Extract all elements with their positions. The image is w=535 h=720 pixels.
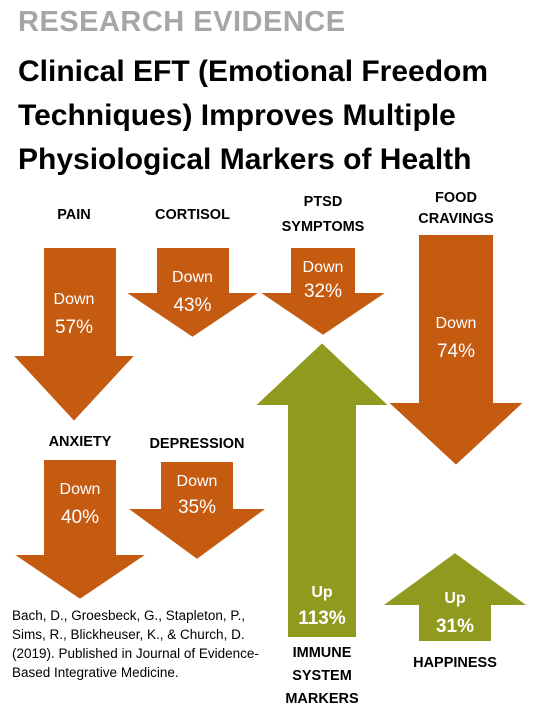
up-arrow-icon-happiness xyxy=(377,550,533,643)
change-direction-immune: Up xyxy=(311,584,333,601)
marker-depression: Down 35% DEPRESSION xyxy=(122,436,272,562)
title-line-1: Clinical EFT (Emotional Freedom xyxy=(18,55,489,88)
down-arrow-icon-food xyxy=(384,233,528,468)
marker-label-immune-line-3: MARKERS xyxy=(285,691,359,707)
marker-pain: Down 57% PAIN xyxy=(9,207,139,424)
change-percent-cortisol: 43% xyxy=(173,295,211,316)
change-percent-ptsd: 32% xyxy=(304,281,342,302)
title-line-2: Techniques) Improves Multiple xyxy=(18,99,456,132)
change-percent-food: 74% xyxy=(437,341,475,362)
down-arrow-icon-anxiety xyxy=(8,458,152,602)
marker-label-ptsd-line-2: SYMPTOMS xyxy=(282,219,365,235)
change-direction-depression: Down xyxy=(177,473,218,490)
down-arrow-icon-ptsd xyxy=(254,246,392,338)
up-arrow-icon-immune xyxy=(251,340,393,639)
change-percent-immune: 113% xyxy=(298,608,346,629)
change-direction-cortisol: Down xyxy=(172,269,213,286)
marker-label-anxiety: ANXIETY xyxy=(49,434,112,450)
marker-label-depression: DEPRESSION xyxy=(149,436,244,452)
marker-cortisol: Down 43% CORTISOL xyxy=(120,207,265,340)
marker-label-ptsd-line-1: PTSD xyxy=(304,194,343,210)
marker-food: Down 74% FOOD CRAVINGS xyxy=(384,190,528,468)
marker-label-happiness: HAPPINESS xyxy=(413,655,497,671)
marker-happiness: Up 31% HAPPINESS xyxy=(377,550,533,671)
marker-label-immune-line-2: SYSTEM xyxy=(292,668,352,684)
change-percent-depression: 35% xyxy=(178,497,216,518)
change-percent-happiness: 31% xyxy=(436,616,474,637)
change-direction-pain: Down xyxy=(54,291,95,308)
marker-label-food-line-1: FOOD xyxy=(435,190,477,206)
citation-text: Bach, D., Groesbeck, G., Stapleton, P., … xyxy=(12,608,259,680)
change-direction-ptsd: Down xyxy=(303,259,344,276)
change-direction-food: Down xyxy=(436,315,477,332)
marker-ptsd: Down 32% PTSD SYMPTOMS xyxy=(254,194,392,338)
marker-immune: Up 113% IMMUNE SYSTEM MARKERS xyxy=(251,340,393,707)
change-percent-pain: 57% xyxy=(55,317,93,338)
marker-label-food-line-2: CRAVINGS xyxy=(418,211,494,227)
marker-label-pain: PAIN xyxy=(57,207,91,223)
page-title: Clinical EFT (Emotional Freedom Techniqu… xyxy=(18,50,528,182)
change-direction-anxiety: Down xyxy=(60,481,101,498)
change-percent-anxiety: 40% xyxy=(61,507,99,528)
marker-label-immune-line-1: IMMUNE xyxy=(293,645,352,661)
change-direction-happiness: Up xyxy=(444,590,466,607)
down-arrow-icon-depression xyxy=(122,460,272,562)
down-arrow-icon-pain xyxy=(9,246,139,424)
kicker-heading: RESEARCH EVIDENCE xyxy=(18,6,346,38)
title-line-3: Physiological Markers of Health xyxy=(18,143,472,176)
marker-label-cortisol: CORTISOL xyxy=(155,207,230,223)
down-arrow-icon-cortisol xyxy=(120,246,265,340)
marker-anxiety: Down 40% ANXIETY xyxy=(8,434,152,602)
